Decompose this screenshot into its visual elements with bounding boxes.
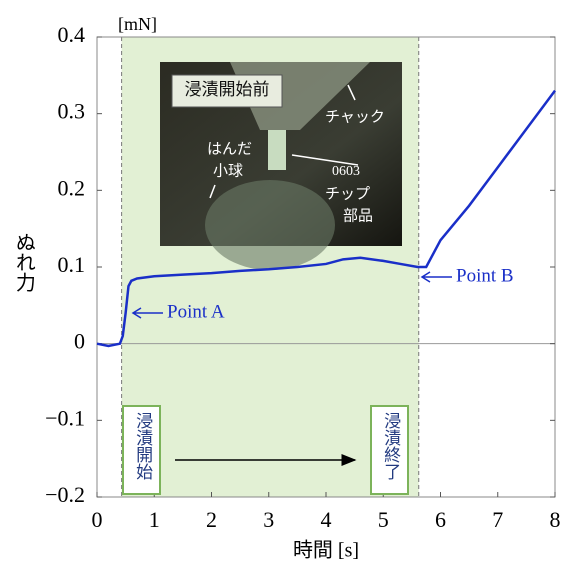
photo-inset: 浸漬開始前 チャック はんだ 小球 0603 チップ 部品 — [160, 62, 402, 270]
x-tick-label: 7 — [492, 507, 503, 532]
x-tick-label: 5 — [378, 507, 389, 532]
x-tick-label: 1 — [149, 507, 160, 532]
y-tick-label: −0.2 — [45, 482, 85, 507]
solder-label: はんだ — [207, 141, 252, 157]
chip-label: 0603 — [332, 164, 360, 179]
x-tick-label: 8 — [550, 507, 561, 532]
point-b-label: Point B — [456, 265, 514, 286]
photo-title: 浸漬開始前 — [185, 80, 270, 99]
y-tick-label: 0.2 — [58, 175, 86, 200]
immersion-label-box — [122, 405, 161, 495]
x-tick-label: 6 — [435, 507, 446, 532]
chip-label: チップ — [325, 185, 370, 202]
y-tick-label: 0.4 — [58, 22, 86, 47]
x-axis-label: 時間 [s] — [293, 539, 359, 562]
x-tick-label: 2 — [206, 507, 217, 532]
immersion-label: 浸漬開始 — [133, 412, 153, 480]
y-tick-label: 0.3 — [58, 99, 86, 124]
data-line — [96, 89, 557, 348]
chuck-label: チャック — [325, 108, 385, 125]
solder-label: 小球 — [213, 162, 243, 179]
immersion-label-box — [370, 405, 409, 495]
x-tick-label: 4 — [321, 507, 332, 532]
y-axis-label: ぬれ力 — [12, 232, 34, 292]
y-tick-label: −0.1 — [45, 405, 85, 430]
point-a-arrow — [131, 307, 163, 319]
point-a-label: Point A — [167, 301, 225, 322]
chip-label: 部品 — [343, 207, 373, 224]
x-tick-label: 0 — [92, 507, 103, 532]
y-tick-label: 0.1 — [58, 252, 86, 277]
unit-label: [mN] — [118, 14, 157, 34]
point-b-arrow — [420, 271, 452, 283]
x-tick-label: 3 — [263, 507, 274, 532]
immersion-label: 浸漬終了 — [381, 412, 401, 480]
y-tick-label: 0 — [74, 329, 85, 354]
